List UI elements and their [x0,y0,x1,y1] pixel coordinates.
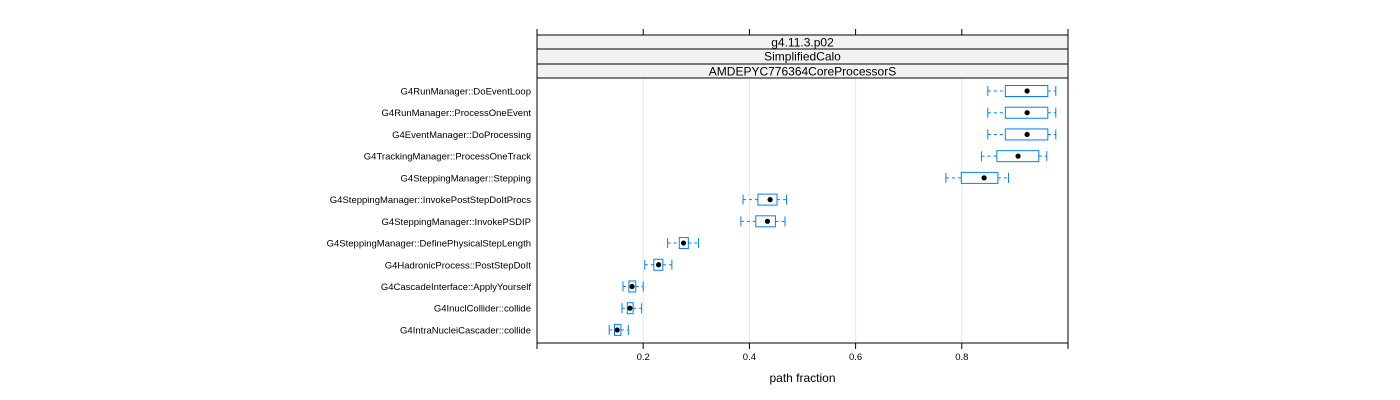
y-category-label: G4SteppingManager::InvokePostStepDoItPro… [330,195,531,206]
y-category-label: G4EventManager::DoProcessing [392,130,531,141]
median-dot [614,327,620,333]
box-plot-item [622,280,644,293]
box-plot-item [987,85,1057,97]
box-iqr [626,302,634,315]
box-series [608,85,1057,336]
median-dot [764,218,771,224]
y-category-label: G4SteppingManager::DefinePhysicalStepLen… [327,239,531,250]
box-plot-item [742,193,788,206]
x-tick-label: 0.8 [955,352,968,363]
box-iqr [1004,128,1049,141]
box-plot-item [608,323,629,336]
box-iqr [960,171,999,184]
median-dot [767,197,773,203]
x-tick-label: 0.6 [849,352,862,363]
box-iqr [628,280,637,293]
median-dot [1024,88,1030,94]
x-axis-label: path fraction [769,371,835,385]
y-category-label: G4CascadeInterface::ApplyYourself [381,282,532,293]
box-plot-item [667,237,699,250]
y-category-label: G4SteppingManager::InvokePSDIP [382,217,531,228]
y-category-label: G4RunManager::ProcessOneEvent [382,108,532,119]
box-plot-item [980,150,1048,163]
box-iqr [678,237,689,250]
box-plot-item [621,302,643,315]
y-axis-labels: G4RunManager::DoEventLoopG4RunManager::P… [327,87,532,337]
y-category-label: G4HadronicProcess::PostStepDoIt [385,260,532,271]
median-dot [1024,110,1030,116]
median-dot [655,262,662,268]
box-plot-item [740,215,786,228]
median-dot [1024,131,1030,138]
x-tick-label: 0.2 [637,352,650,363]
strip-1: g4.11.3.p02 [536,34,1069,50]
box-plot-item [987,106,1057,119]
grid-lines [642,78,963,343]
x-tick-label: 0.4 [743,352,756,363]
y-category-label: G4RunManager::DoEventLoop [401,87,531,98]
y-category-label: G4IntraNucleiCascader::collide [400,325,531,336]
box-plot-item [945,171,1010,184]
y-category-label: G4TrackingManager::ProcessOneTrack [364,152,531,163]
box-iqr [755,215,776,228]
box-iqr [996,150,1040,163]
box-plot-item [987,128,1057,141]
x-axis-ticks [536,343,1069,349]
panel-frame [536,34,1069,344]
median-dot [680,240,687,246]
box-iqr [757,193,778,206]
strip-3: AMDEPYC776364CoreProcessorS [536,63,1069,79]
box-plot-item [644,258,673,271]
x-axis-tick-labels: 0.2 0.4 0.6 0.8 [637,352,969,363]
box-iqr [614,323,622,336]
box-iqr [1004,85,1049,97]
top-axis-ticks [536,29,1069,35]
median-dot [629,283,635,290]
strip-3-label: AMDEPYC776364CoreProcessorS [709,65,896,79]
median-dot [627,305,633,311]
median-dot [1015,153,1021,159]
y-category-label: G4SteppingManager::Stepping [401,173,531,184]
box-iqr [653,258,664,271]
box-iqr [1004,106,1049,119]
strip-1-label: g4.11.3.p02 [771,36,834,50]
median-dot [981,175,987,181]
strip-2-label: SimplifiedCalo [764,50,841,64]
strip-2: SimplifiedCalo [536,48,1069,65]
y-category-label: G4InuclCollider::collide [434,304,531,315]
